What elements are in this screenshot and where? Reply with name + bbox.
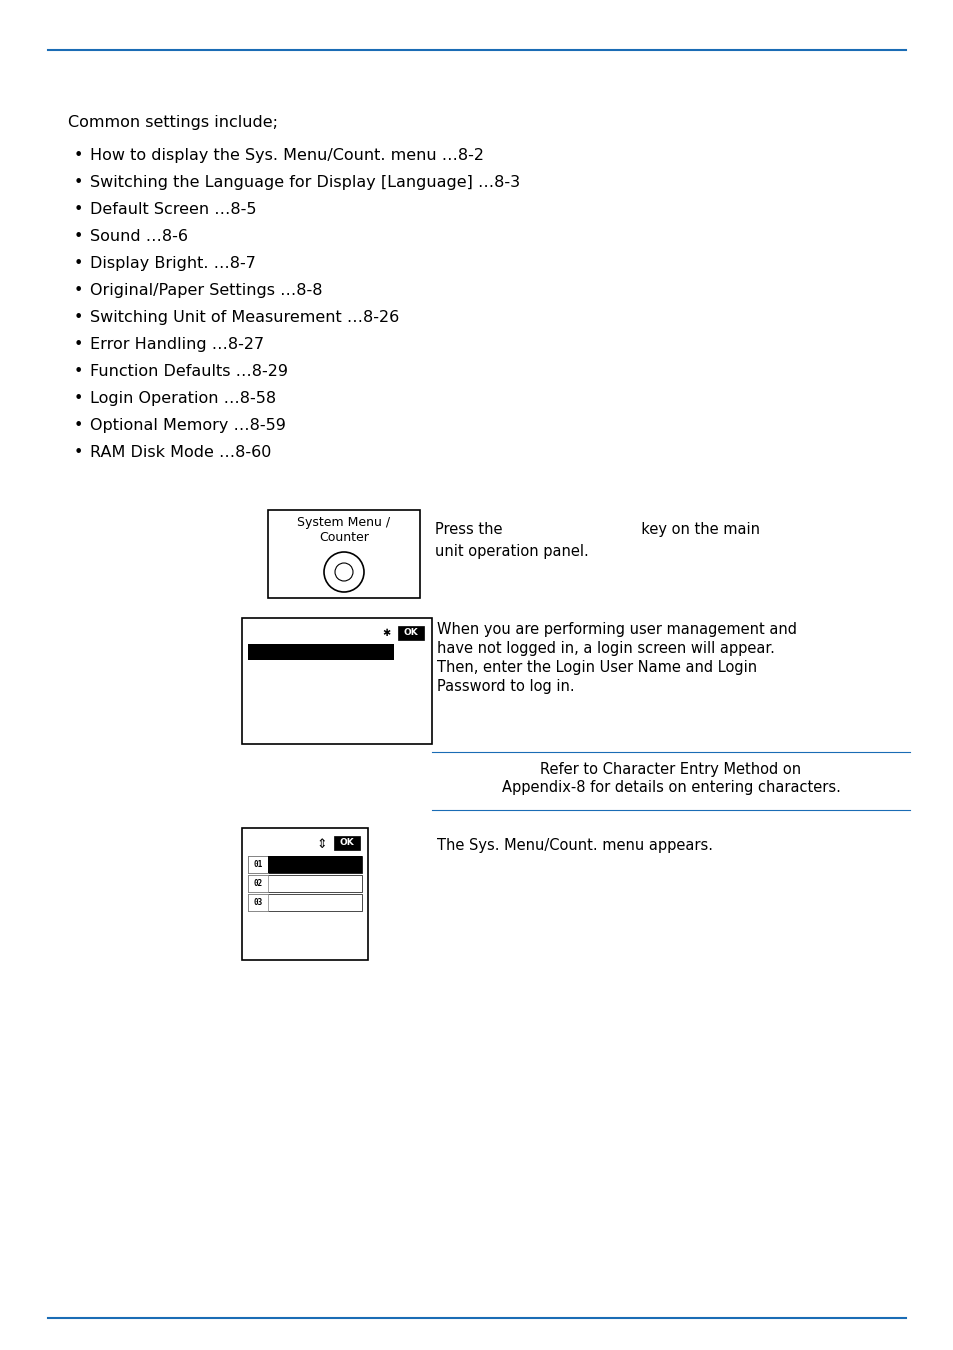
Text: Display Bright. …8-7: Display Bright. …8-7 bbox=[90, 256, 255, 271]
Text: •: • bbox=[74, 364, 83, 379]
Bar bbox=[248, 875, 268, 892]
Text: Then, enter the Login User Name and Login: Then, enter the Login User Name and Logi… bbox=[436, 660, 757, 675]
Text: When you are performing user management and: When you are performing user management … bbox=[436, 622, 796, 637]
Text: •: • bbox=[74, 284, 83, 298]
Text: RAM Disk Mode …8-60: RAM Disk Mode …8-60 bbox=[90, 446, 271, 460]
Text: Press the                              key on the main: Press the key on the main bbox=[435, 522, 760, 537]
Bar bbox=[268, 856, 361, 873]
Text: The Sys. Menu/Count. menu appears.: The Sys. Menu/Count. menu appears. bbox=[436, 838, 712, 853]
Text: Refer to Character Entry Method on: Refer to Character Entry Method on bbox=[539, 761, 801, 778]
Text: •: • bbox=[74, 230, 83, 244]
Text: Error Handling …8-27: Error Handling …8-27 bbox=[90, 338, 264, 352]
Bar bbox=[248, 856, 361, 873]
Text: System Menu /: System Menu / bbox=[297, 516, 390, 529]
Text: •: • bbox=[74, 148, 83, 163]
Text: •: • bbox=[74, 202, 83, 217]
Bar bbox=[248, 894, 268, 911]
Text: 02: 02 bbox=[253, 879, 262, 888]
Circle shape bbox=[324, 552, 364, 593]
Text: Default Screen …8-5: Default Screen …8-5 bbox=[90, 202, 256, 217]
Bar bbox=[248, 875, 361, 892]
Text: Original/Paper Settings …8-8: Original/Paper Settings …8-8 bbox=[90, 284, 322, 298]
Text: unit operation panel.: unit operation panel. bbox=[435, 544, 588, 559]
Text: •: • bbox=[74, 176, 83, 190]
Text: OK: OK bbox=[403, 628, 418, 637]
Text: 03: 03 bbox=[253, 898, 262, 907]
Bar bbox=[242, 828, 368, 960]
Text: Appendix-8 for details on entering characters.: Appendix-8 for details on entering chara… bbox=[501, 780, 840, 795]
Text: ⇕: ⇕ bbox=[316, 838, 327, 850]
Text: Sound …8-6: Sound …8-6 bbox=[90, 230, 188, 244]
Text: Switching Unit of Measurement …8-26: Switching Unit of Measurement …8-26 bbox=[90, 310, 399, 325]
Bar bbox=[242, 618, 432, 744]
Bar bbox=[397, 626, 423, 640]
Text: •: • bbox=[74, 418, 83, 433]
Text: Password to log in.: Password to log in. bbox=[436, 679, 574, 694]
Text: OK: OK bbox=[339, 838, 354, 846]
Text: Login Operation …8-58: Login Operation …8-58 bbox=[90, 392, 275, 406]
Bar bbox=[248, 644, 394, 660]
Text: •: • bbox=[74, 338, 83, 352]
Text: ✱: ✱ bbox=[381, 628, 390, 639]
Bar bbox=[248, 894, 361, 911]
Text: Counter: Counter bbox=[318, 531, 369, 544]
Text: •: • bbox=[74, 310, 83, 325]
Text: How to display the Sys. Menu/Count. menu …8-2: How to display the Sys. Menu/Count. menu… bbox=[90, 148, 483, 163]
Circle shape bbox=[335, 563, 353, 580]
Text: have not logged in, a login screen will appear.: have not logged in, a login screen will … bbox=[436, 641, 774, 656]
Text: Switching the Language for Display [Language] …8-3: Switching the Language for Display [Lang… bbox=[90, 176, 519, 190]
Text: Optional Memory …8-59: Optional Memory …8-59 bbox=[90, 418, 286, 433]
Text: Common settings include;: Common settings include; bbox=[68, 115, 277, 130]
Bar bbox=[334, 836, 359, 850]
Text: Function Defaults …8-29: Function Defaults …8-29 bbox=[90, 364, 288, 379]
Text: •: • bbox=[74, 446, 83, 460]
Text: 01: 01 bbox=[253, 860, 262, 869]
Bar bbox=[268, 510, 419, 598]
Text: •: • bbox=[74, 392, 83, 406]
Bar bbox=[248, 856, 268, 873]
Text: •: • bbox=[74, 256, 83, 271]
